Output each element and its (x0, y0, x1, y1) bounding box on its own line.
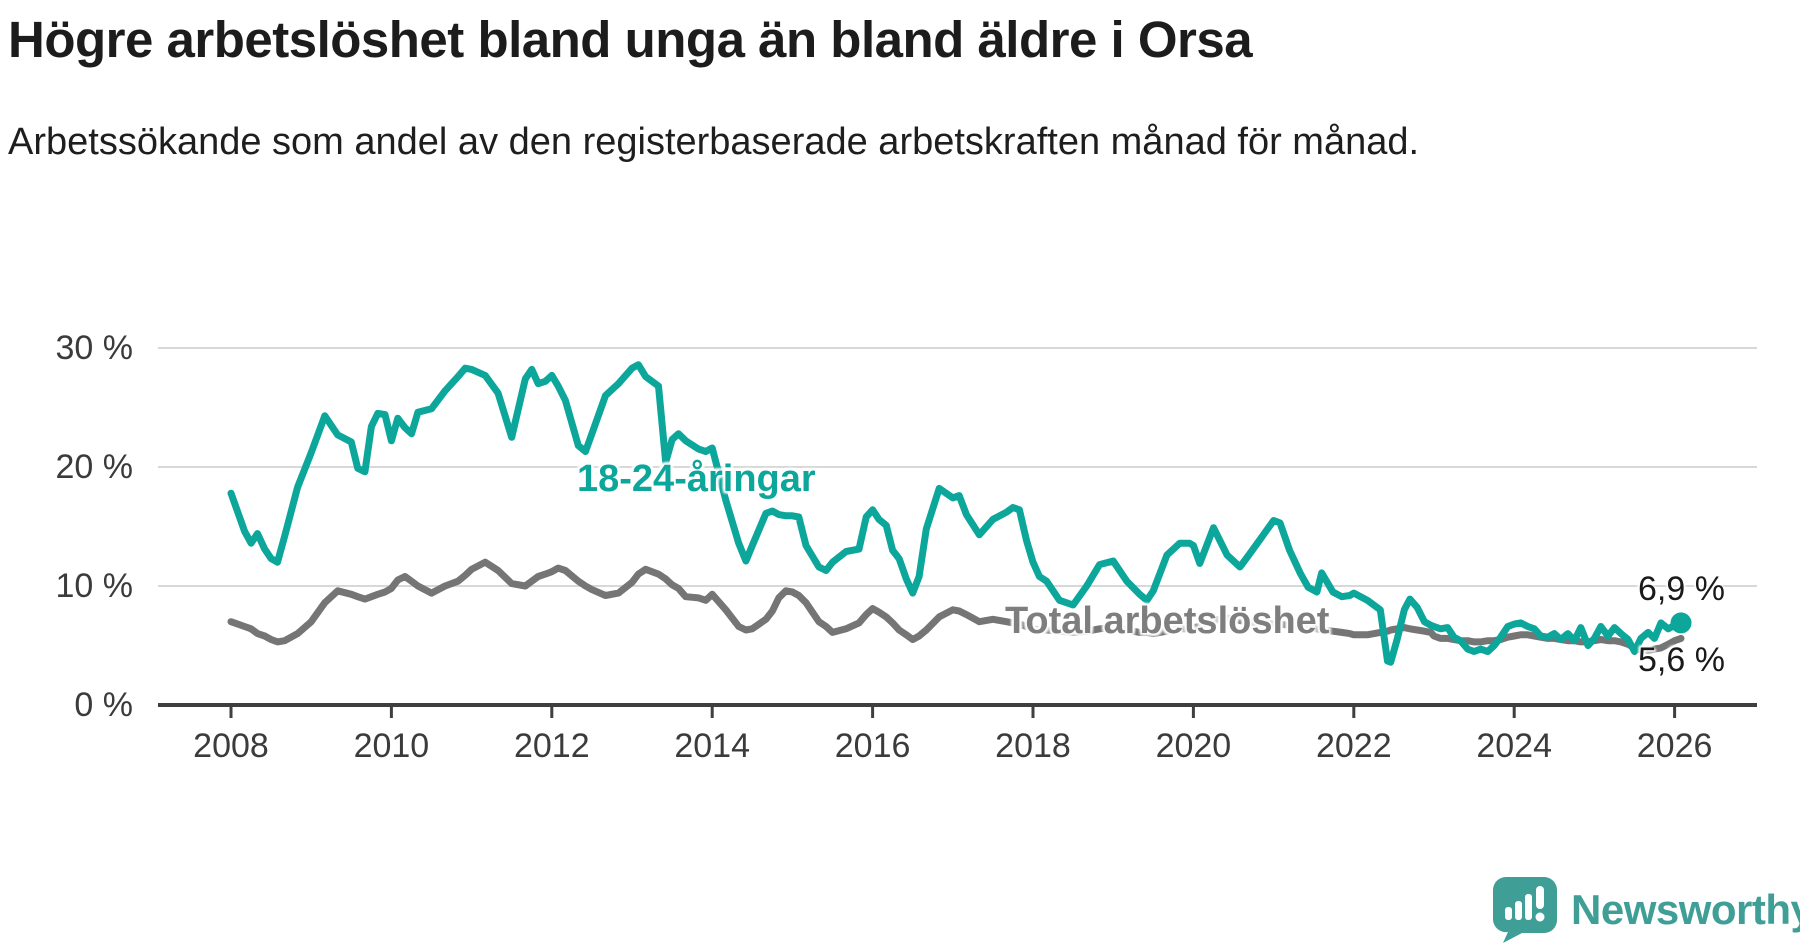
x-axis-tick-label: 2008 (193, 727, 269, 765)
series-label-young: 18-24-åringar (577, 458, 816, 500)
newsworthy-logo-text: Newsworthy (1571, 886, 1800, 933)
series-label-total: Total arbetslöshet (1005, 600, 1330, 642)
series-end-dot-young (1670, 612, 1692, 634)
x-axis-tick-label: 2010 (353, 727, 430, 765)
x-axis-tick-label: 2016 (834, 727, 911, 765)
chart-title: Högre arbetslöshet bland unga än bland ä… (8, 11, 1253, 68)
x-axis-tick-label: 2018 (995, 727, 1071, 765)
x-axis-tick-label: 2024 (1476, 727, 1552, 765)
series-line-total (227, 558, 1685, 654)
newsworthy-logo-icon (1493, 877, 1557, 943)
y-axis-tick-label: 20 % (55, 448, 134, 486)
x-axis-tick-label: 2020 (1155, 727, 1232, 765)
series-line-young (227, 361, 1685, 666)
y-axis-tick-label: 30 % (55, 329, 134, 367)
end-value-label-young: 6,9 % (1638, 570, 1725, 608)
y-axis-tick-label: 10 % (55, 567, 134, 605)
y-axis-tick-label: 0 % (74, 686, 133, 724)
end-value-label-total: 5,6 % (1638, 641, 1725, 679)
newsworthy-brand: Newsworthy (1492, 876, 1800, 944)
x-axis-tick-label: 2012 (513, 727, 590, 765)
x-axis-tick-label: 2022 (1315, 727, 1392, 765)
x-axis-tick-label: 2014 (674, 727, 750, 765)
chart-subtitle: Arbetssökande som andel av den registerb… (8, 121, 1420, 163)
x-axis-tick-label: 2026 (1636, 727, 1713, 765)
